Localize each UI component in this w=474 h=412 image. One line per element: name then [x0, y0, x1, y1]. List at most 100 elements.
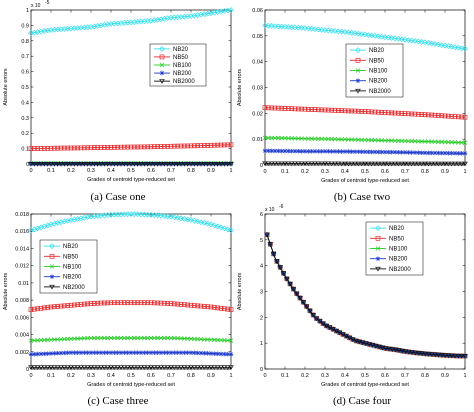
data-point [302, 136, 308, 141]
data-point [365, 161, 372, 167]
data-point [228, 307, 234, 312]
data-point [439, 113, 445, 119]
series-NB200 [28, 350, 234, 357]
data-point [458, 354, 465, 359]
legend-label: NB2000 [369, 89, 391, 95]
data-point [375, 161, 382, 167]
data-point [222, 338, 227, 343]
data-point [385, 110, 391, 116]
data-point [276, 148, 281, 154]
data-point [455, 161, 462, 167]
x-tick-label: 0.8 [187, 373, 195, 379]
data-point [412, 138, 418, 144]
data-point [422, 139, 428, 144]
data-point [385, 34, 392, 41]
data-point [102, 335, 107, 341]
data-point [118, 335, 124, 341]
data-point [61, 303, 67, 309]
data-point [288, 161, 295, 167]
data-point [75, 302, 81, 308]
data-point [148, 335, 154, 341]
data-point [215, 351, 220, 357]
data-point [181, 143, 187, 149]
y-tick-label: 0.02 [252, 111, 263, 117]
data-point [204, 220, 211, 227]
data-point [446, 150, 451, 156]
data-point [287, 281, 293, 287]
legend-label: NB2000 [389, 267, 411, 273]
data-point [162, 350, 167, 355]
data-point [165, 144, 171, 149]
data-point [85, 301, 91, 307]
data-point [151, 162, 158, 167]
data-point [415, 38, 422, 45]
legend-label: NB200 [173, 71, 192, 77]
series-line [264, 25, 466, 50]
data-point [455, 114, 461, 120]
data-point [98, 300, 104, 306]
data-point [302, 149, 308, 154]
data-point [94, 365, 101, 370]
data-point [184, 216, 191, 223]
data-point [38, 162, 44, 167]
data-point [38, 351, 44, 357]
data-point [68, 365, 74, 370]
data-point [412, 111, 418, 117]
data-point [345, 29, 352, 36]
data-point [305, 161, 312, 167]
data-point [65, 303, 71, 308]
data-point [84, 162, 91, 167]
data-point [191, 162, 198, 167]
data-point [58, 365, 64, 370]
series-NB50 [28, 300, 234, 312]
data-point [204, 365, 211, 370]
data-point [409, 150, 414, 155]
data-point [449, 140, 454, 145]
data-point [442, 139, 448, 145]
data-point [289, 136, 294, 141]
data-point [145, 144, 151, 150]
legend-label: NB50 [173, 55, 189, 61]
data-point [54, 220, 61, 226]
data-point [51, 162, 58, 167]
legend-label: NB200 [63, 275, 82, 281]
data-point [435, 113, 441, 118]
data-point [395, 110, 401, 116]
data-point [338, 161, 345, 167]
data-point [442, 150, 448, 156]
y-exponent-power: -5 [45, 0, 50, 6]
data-point [58, 219, 64, 226]
data-point [389, 138, 394, 143]
y-tick-label: 0.006 [15, 315, 29, 321]
data-point [52, 337, 57, 342]
data-point [45, 351, 50, 356]
data-point [362, 109, 368, 114]
data-point [102, 350, 107, 355]
data-point [452, 44, 458, 51]
data-point [382, 161, 388, 167]
data-point [54, 162, 61, 167]
data-point [278, 161, 285, 167]
data-point [272, 161, 278, 167]
data-point [422, 112, 428, 117]
data-point [462, 45, 468, 52]
y-tick-label: 0 [260, 367, 263, 373]
data-point [452, 114, 458, 119]
data-point [194, 218, 201, 225]
legend-marker [159, 45, 165, 52]
x-axis-label: Grades of centroid type-reduced set [321, 178, 409, 184]
data-point [376, 344, 383, 350]
data-point [142, 350, 147, 355]
y-tick-label: 0.016 [15, 229, 29, 235]
legend-label: NB100 [389, 247, 408, 253]
data-point [75, 145, 81, 151]
data-point [352, 108, 358, 114]
data-point [55, 350, 60, 356]
data-point [145, 300, 151, 306]
data-point [71, 365, 78, 370]
data-point [372, 137, 378, 143]
panel-caption: (d) Case four [333, 395, 391, 407]
data-point [349, 108, 355, 114]
panel-caption: (b) Case two [334, 191, 391, 203]
data-point [168, 335, 174, 341]
